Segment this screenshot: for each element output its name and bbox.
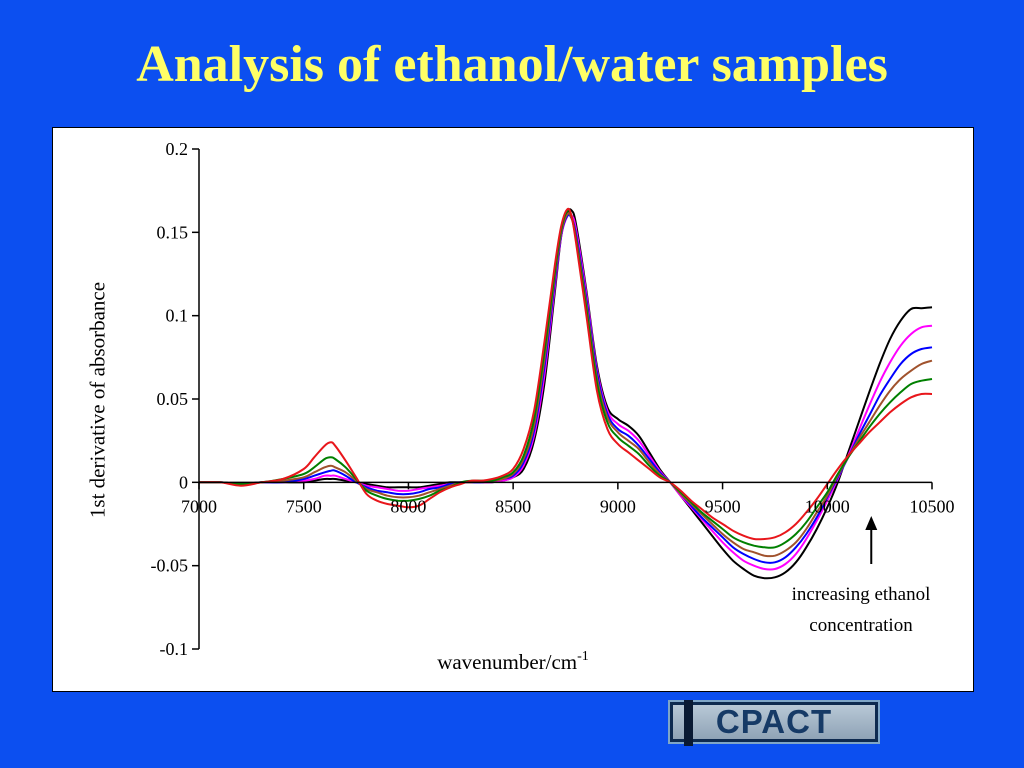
x-tick-label: 7500	[286, 496, 322, 516]
y-tick-label: 0.2	[166, 139, 189, 159]
chart-area: 0.2 0.15 0.1 0.05 0 -0.05 -0.1 7000 7500 8000 8500…	[52, 127, 974, 692]
x-tick-label: 8000	[390, 496, 426, 516]
y-tick-label: 0.15	[157, 222, 189, 242]
slide-title: Analysis of ethanol/water samples	[136, 36, 888, 93]
x-axis-label: wavenumber/cm-1	[437, 649, 589, 674]
y-tick-label: 0.05	[157, 389, 189, 409]
label-layer: 0.2 0.15 0.1 0.05 0 -0.05 -0.1 7000 7500 8000 8500…	[151, 139, 955, 674]
logo-text: CPACT	[715, 703, 833, 740]
x-tick-label: 7000	[181, 496, 217, 516]
series-line-6	[198, 207, 933, 541]
y-tick-label: -0.05	[151, 556, 189, 576]
annotation-arrow-head	[865, 516, 878, 530]
logo-inner: CPACT	[673, 703, 875, 740]
chart-svg: 0.2 0.15 0.1 0.05 0 -0.05 -0.1 7000 7500 8000 8500…	[151, 139, 955, 674]
x-tick-label: 9000	[600, 496, 636, 516]
x-tick-label: 8500	[495, 496, 531, 516]
annotation-line-1: increasing ethanol	[792, 584, 931, 605]
x-tick-label: 9500	[705, 496, 741, 516]
cpact-logo: CPACT	[668, 700, 880, 746]
x-tick-label: 10000	[805, 496, 850, 516]
series-layer	[198, 207, 933, 580]
axis-layer	[192, 148, 933, 650]
logo-i-bar	[684, 700, 693, 746]
series-line-1	[198, 208, 933, 580]
annotation-line-2: concentration	[809, 615, 913, 636]
x-tick-label: 10500	[910, 496, 955, 516]
y-tick-label: -0.1	[160, 639, 189, 659]
y-axis-label: 1st derivative of absorbance	[85, 281, 110, 519]
y-tick-label: 0.1	[166, 306, 189, 326]
y-tick-label: 0	[179, 472, 188, 492]
